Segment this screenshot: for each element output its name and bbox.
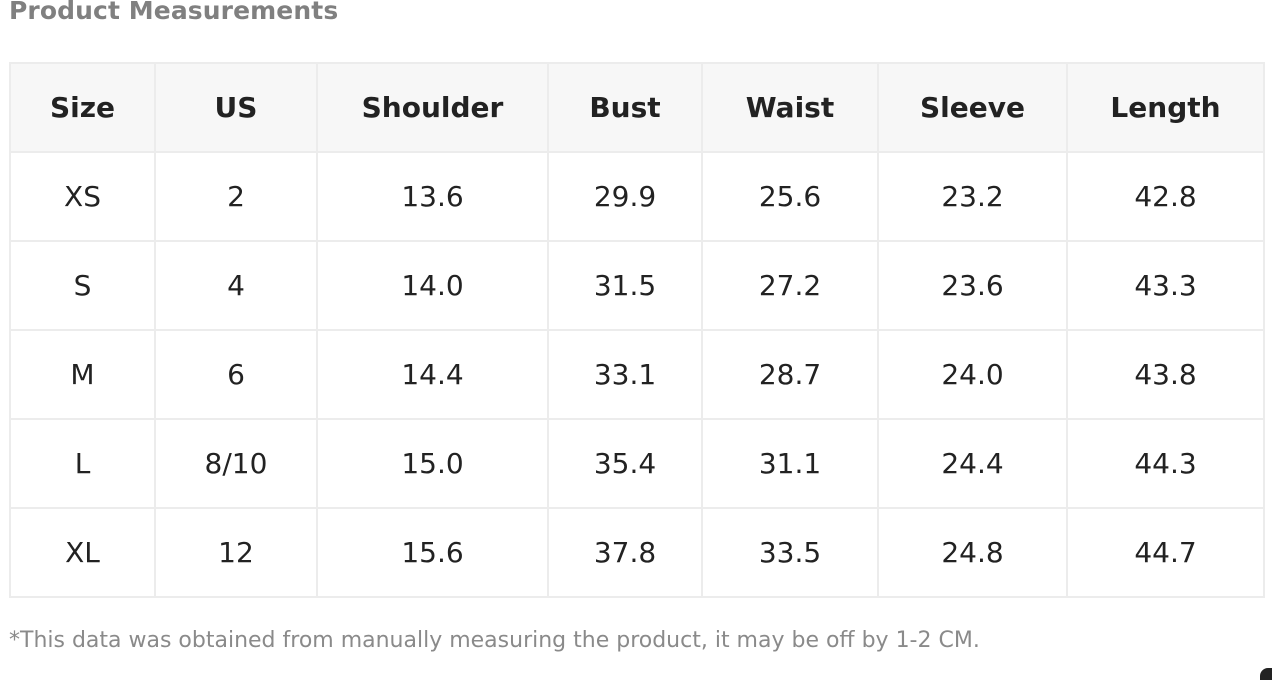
cell-sleeve: 24.4 bbox=[877, 418, 1068, 509]
header-size: Size bbox=[9, 62, 156, 153]
cell-waist: 25.6 bbox=[701, 151, 879, 242]
cell-bust: 35.4 bbox=[547, 418, 703, 509]
cell-waist: 28.7 bbox=[701, 329, 879, 420]
section-title: Product Measurements bbox=[9, 0, 339, 25]
table-row: M 6 14.4 33.1 28.7 24.0 43.8 bbox=[9, 329, 1265, 420]
cell-shoulder: 15.6 bbox=[316, 507, 549, 598]
cell-us: 12 bbox=[154, 507, 318, 598]
cell-length: 43.8 bbox=[1066, 329, 1265, 420]
cell-sleeve: 24.0 bbox=[877, 329, 1068, 420]
cell-length: 42.8 bbox=[1066, 151, 1265, 242]
cell-length: 44.7 bbox=[1066, 507, 1265, 598]
table-row: XS 2 13.6 29.9 25.6 23.2 42.8 bbox=[9, 151, 1265, 242]
header-sleeve: Sleeve bbox=[877, 62, 1068, 153]
cell-us: 6 bbox=[154, 329, 318, 420]
measurements-table: Size US Shoulder Bust Waist Sleeve Lengt… bbox=[9, 62, 1265, 598]
cell-size: M bbox=[9, 329, 156, 420]
cell-sleeve: 23.6 bbox=[877, 240, 1068, 331]
header-us: US bbox=[154, 62, 318, 153]
header-bust: Bust bbox=[547, 62, 703, 153]
header-length: Length bbox=[1066, 62, 1265, 153]
cell-shoulder: 15.0 bbox=[316, 418, 549, 509]
cell-bust: 37.8 bbox=[547, 507, 703, 598]
cell-length: 44.3 bbox=[1066, 418, 1265, 509]
cell-size: L bbox=[9, 418, 156, 509]
table-row: L 8/10 15.0 35.4 31.1 24.4 44.3 bbox=[9, 418, 1265, 509]
cell-us: 4 bbox=[154, 240, 318, 331]
cell-length: 43.3 bbox=[1066, 240, 1265, 331]
cell-waist: 33.5 bbox=[701, 507, 879, 598]
cell-sleeve: 23.2 bbox=[877, 151, 1068, 242]
cell-size: XL bbox=[9, 507, 156, 598]
corner-widget[interactable] bbox=[1260, 668, 1272, 680]
cell-waist: 27.2 bbox=[701, 240, 879, 331]
cell-bust: 31.5 bbox=[547, 240, 703, 331]
cell-us: 8/10 bbox=[154, 418, 318, 509]
cell-size: S bbox=[9, 240, 156, 331]
cell-sleeve: 24.8 bbox=[877, 507, 1068, 598]
cell-shoulder: 13.6 bbox=[316, 151, 549, 242]
header-waist: Waist bbox=[701, 62, 879, 153]
cell-us: 2 bbox=[154, 151, 318, 242]
header-shoulder: Shoulder bbox=[316, 62, 549, 153]
table-row: XL 12 15.6 37.8 33.5 24.8 44.7 bbox=[9, 507, 1265, 598]
measurement-footnote: *This data was obtained from manually me… bbox=[9, 628, 980, 653]
table-header-row: Size US Shoulder Bust Waist Sleeve Lengt… bbox=[9, 62, 1265, 153]
cell-size: XS bbox=[9, 151, 156, 242]
cell-shoulder: 14.0 bbox=[316, 240, 549, 331]
cell-bust: 29.9 bbox=[547, 151, 703, 242]
cell-bust: 33.1 bbox=[547, 329, 703, 420]
cell-shoulder: 14.4 bbox=[316, 329, 549, 420]
cell-waist: 31.1 bbox=[701, 418, 879, 509]
table-row: S 4 14.0 31.5 27.2 23.6 43.3 bbox=[9, 240, 1265, 331]
